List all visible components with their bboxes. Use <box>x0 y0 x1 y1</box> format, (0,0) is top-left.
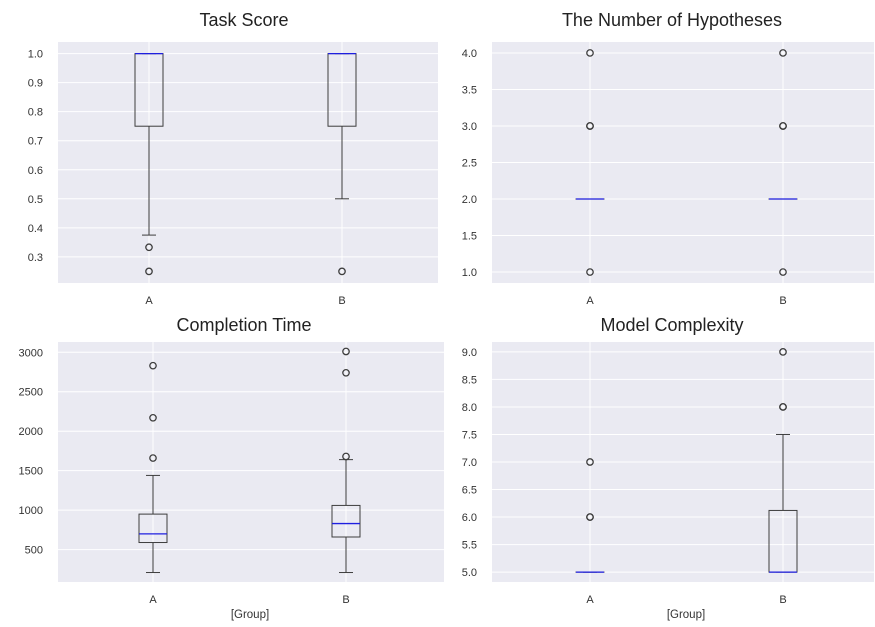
outlier-point <box>586 458 594 466</box>
x-axis-label: [Group] <box>231 609 269 621</box>
outlier-point <box>586 268 594 276</box>
y-tick-label: 2.0 <box>462 194 477 206</box>
y-tick-label: 500 <box>25 545 43 557</box>
outlier-point <box>779 268 787 276</box>
outlier-point <box>779 348 787 356</box>
y-tick-label: 0.3 <box>28 252 43 264</box>
outlier-point <box>586 122 594 130</box>
y-tick-label: 1500 <box>19 466 43 478</box>
y-tick-label: 0.7 <box>28 136 43 148</box>
y-tick-label: 0.5 <box>28 194 43 206</box>
y-tick-label: 0.8 <box>28 107 43 119</box>
outlier-point <box>342 452 350 461</box>
outlier-point <box>586 513 594 521</box>
y-tick-label: 2000 <box>19 426 43 438</box>
y-tick-label: 5.0 <box>462 567 477 579</box>
outlier-point <box>149 413 157 422</box>
panel-task-score: Task Score 0.3 0.4 0.5 0.6 0.7 0.8 0.9 1.0 A B <box>28 10 438 307</box>
plot-background <box>58 342 444 582</box>
x-tick-label: A <box>149 594 157 606</box>
x-tick-label: A <box>145 295 153 307</box>
y-tick-label: 3.5 <box>462 84 477 96</box>
chart-title: The Number of Hypotheses <box>562 10 782 30</box>
y-tick-label: 0.9 <box>28 78 43 90</box>
outlier-point <box>149 361 157 370</box>
x-tick-label: B <box>342 594 349 606</box>
y-tick-label: 1.0 <box>28 49 43 61</box>
box-iqr <box>331 504 361 538</box>
y-tick-label: 8.5 <box>462 374 477 386</box>
plot-background <box>58 42 438 283</box>
outlier-point <box>145 267 153 276</box>
outlier-point <box>779 122 787 130</box>
x-tick-label: B <box>779 295 786 307</box>
box-group-b <box>768 49 798 276</box>
outlier-point <box>342 347 350 356</box>
box-group-a <box>138 361 168 574</box>
y-tick-label: 2500 <box>19 387 43 399</box>
outlier-point <box>145 243 153 252</box>
y-tick-label: 0.6 <box>28 165 43 177</box>
y-tick-label: 1.0 <box>462 267 477 279</box>
y-tick-label: 9.0 <box>462 347 477 359</box>
box-group-b <box>331 347 361 574</box>
x-tick-label: B <box>338 295 345 307</box>
box-group-b <box>768 348 798 573</box>
outlier-point <box>779 403 787 411</box>
y-tick-label: 7.5 <box>462 429 477 441</box>
box-iqr <box>138 513 168 544</box>
y-tick-label: 1000 <box>19 505 43 517</box>
outlier-point <box>779 49 787 57</box>
panel-number-of-hypotheses: The Number of Hypotheses 1.0 1.5 2.0 2.5 3.0… <box>462 10 874 307</box>
y-tick-label: 1.5 <box>462 231 477 243</box>
y-tick-label: 5.5 <box>462 540 477 552</box>
y-tick-label: 7.0 <box>462 457 477 469</box>
box-group-a <box>575 49 605 276</box>
y-tick-label: 3.0 <box>462 121 477 133</box>
outlier-point <box>342 368 350 377</box>
chart-title: Model Complexity <box>600 315 743 335</box>
x-tick-label: A <box>586 594 594 606</box>
outlier-point <box>149 454 157 462</box>
box-group-a <box>134 52 164 276</box>
y-tick-label: 8.0 <box>462 402 477 414</box>
y-tick-label: 6.0 <box>462 512 477 524</box>
x-tick-label: A <box>586 295 594 307</box>
box-group-a <box>575 458 605 573</box>
x-tick-label: B <box>779 594 786 606</box>
outlier-point <box>338 267 346 276</box>
panel-completion-time: Completion Time [Group] 500 1000 1500 2000 2… <box>19 315 444 621</box>
panel-model-complexity: Model Complexity [Group] 5.0 5.5 6.0 6.5 7.0… <box>462 315 874 621</box>
y-tick-label: 0.4 <box>28 223 43 235</box>
box-group-b <box>327 52 357 276</box>
x-axis-label: [Group] <box>667 609 705 621</box>
y-tick-label: 2.5 <box>462 158 477 170</box>
outlier-point <box>586 49 594 57</box>
y-tick-label: 6.5 <box>462 485 477 497</box>
chart-title: Task Score <box>199 10 288 30</box>
chart-title: Completion Time <box>176 315 311 335</box>
y-tick-label: 4.0 <box>462 48 477 60</box>
y-tick-label: 3000 <box>19 347 43 359</box>
